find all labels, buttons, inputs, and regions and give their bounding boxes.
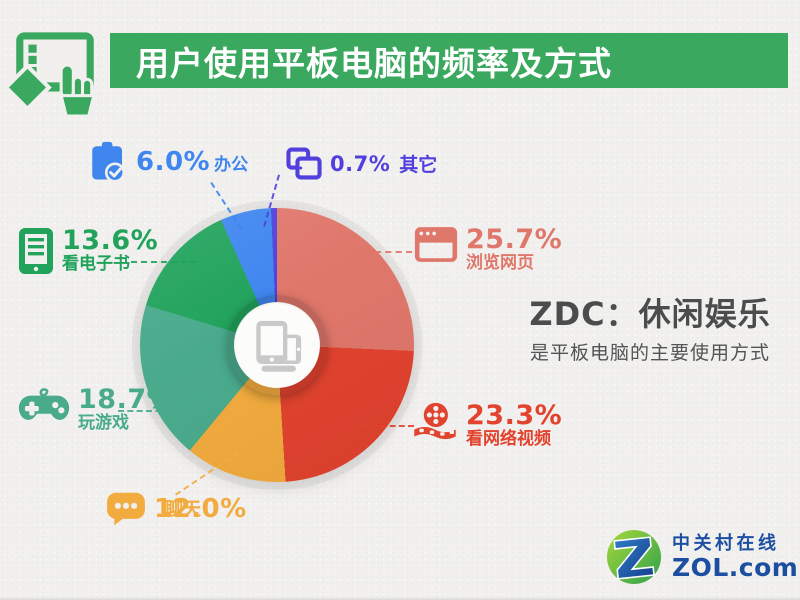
callout-read-ebooks: 13.6% 看电子书 — [18, 227, 158, 275]
category-label: 浏览网页 — [466, 253, 534, 273]
clipboard-check-icon — [88, 141, 128, 183]
site-domain: ZOL.com.cn — [672, 553, 800, 582]
pie-center-ring — [227, 295, 327, 395]
category-label: 玩游戏 — [78, 413, 129, 433]
callout-chat: 12.0% 聊天 — [106, 491, 247, 527]
pie-center — [234, 302, 320, 388]
zol-logo-mark — [607, 530, 661, 584]
overlapping-tablets-icon — [286, 147, 322, 180]
annotation-block: ZDC：休闲娱乐 是平板电脑的主要使用方式 — [500, 296, 800, 365]
leader-line-games — [118, 410, 180, 412]
callout-play-games: 18.7% 玩游戏 — [18, 386, 174, 433]
callout-online-video: 23.3% 看网络视频 — [412, 402, 562, 449]
leader-line-browse — [344, 251, 412, 253]
annotation-headline: ZDC：休闲娱乐 — [529, 295, 771, 333]
category-label: 看电子书 — [62, 254, 130, 274]
callout-other: 0.7% 其它 — [286, 147, 437, 180]
tablet-hand-icon — [4, 32, 96, 116]
callout-browse-web: 25.7% 浏览网页 — [414, 226, 562, 273]
chat-bubble-icon — [106, 491, 146, 527]
percent-label: 13.6% — [62, 225, 159, 256]
leader-line-video — [362, 425, 414, 427]
percent-label: 18.7% — [78, 384, 175, 415]
title-banner: 用户使用平板电脑的频率及方式 — [110, 33, 788, 88]
site-name: 中关村在线 — [672, 533, 780, 554]
film-reel-icon — [412, 402, 458, 449]
annotation-subline: 是平板电脑的主要使用方式 — [529, 342, 770, 364]
callout-office-work: 6.0% 办公 — [88, 141, 248, 183]
category-label: 看网络视频 — [466, 429, 551, 449]
leader-line-ebook — [131, 261, 197, 263]
category-label: 办公 — [214, 155, 249, 175]
tablet-devices-icon — [256, 320, 302, 372]
zol-logo: 中关村在线 ZOL.com.cn — [604, 527, 800, 587]
ebook-reader-icon — [18, 227, 54, 275]
browser-window-icon — [414, 226, 458, 273]
page-title: 用户使用平板电脑的频率及方式 — [136, 43, 612, 83]
percent-label: 25.7% — [466, 224, 563, 255]
percent-label: 12.0% — [154, 494, 247, 524]
percent-label: 6.0% — [136, 147, 211, 177]
percent-label: 23.3% — [466, 400, 563, 431]
gamepad-icon — [18, 386, 70, 426]
category-label: 其它 — [399, 153, 438, 176]
percent-label: 0.7% — [330, 151, 391, 176]
category-label: 聊天 — [165, 499, 201, 520]
